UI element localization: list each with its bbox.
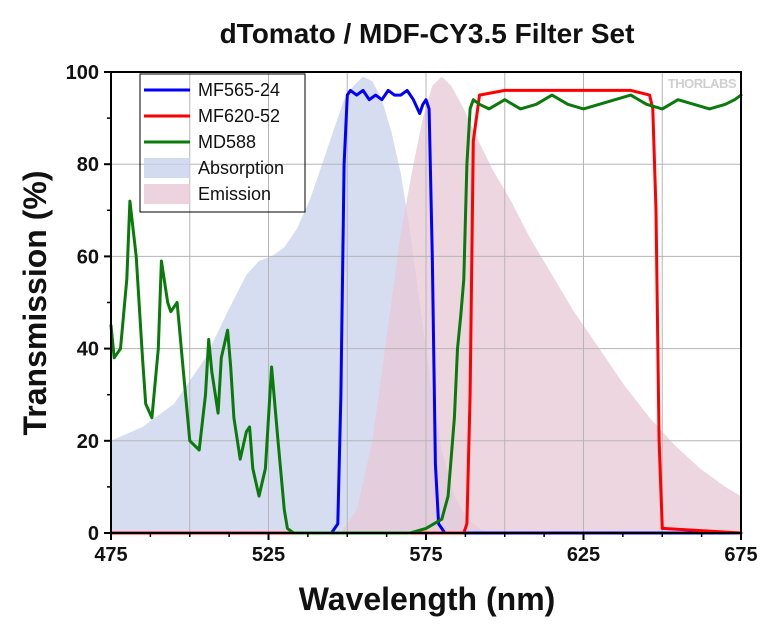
md588-line xyxy=(109,93,743,535)
thorlabs-logo: THORLABS xyxy=(668,76,737,91)
y-tick-label-0: 0 xyxy=(88,523,99,545)
y-tick-label-80: 80 xyxy=(77,154,99,176)
legend-label-md588: MD588 xyxy=(198,132,256,152)
y-tick-label-20: 20 xyxy=(77,431,99,453)
legend-label-mf620-52: MF620-52 xyxy=(198,106,280,126)
legend-swatch-emission xyxy=(144,184,190,204)
legend: MF565-24 MF620-52 MD588 Absorption Emission xyxy=(139,73,306,213)
x-tick-label-475: 475 xyxy=(94,544,127,566)
legend-swatch-absorption xyxy=(144,158,190,178)
x-tick-label-625: 625 xyxy=(567,544,600,566)
chart-title: dTomato / MDF-CY3.5 Filter Set xyxy=(220,18,635,49)
x-tick-label-525: 525 xyxy=(252,544,285,566)
y-tick-label-100: 100 xyxy=(66,62,99,84)
x-tick-label-575: 575 xyxy=(409,544,442,566)
y-tick-label-60: 60 xyxy=(77,246,99,268)
x-axis-title: Wavelength (nm) xyxy=(299,581,556,617)
y-tick-label-40: 40 xyxy=(77,339,99,361)
legend-label-mf565-24: MF565-24 xyxy=(198,80,280,100)
mf565-24-line xyxy=(109,88,743,535)
area-layer xyxy=(111,76,741,533)
emission-area xyxy=(340,76,741,533)
y-axis-title: Transmission (%) xyxy=(17,171,53,436)
legend-label-absorption: Absorption xyxy=(198,158,284,178)
legend-box xyxy=(139,73,306,213)
mf620-52-line xyxy=(109,88,743,535)
x-tick-label-675: 675 xyxy=(724,544,757,566)
line-layer xyxy=(109,88,743,535)
legend-label-emission: Emission xyxy=(198,184,271,204)
axis-ticks: 475 525 575 625 675 0 20 40 60 80 100 xyxy=(66,62,758,566)
